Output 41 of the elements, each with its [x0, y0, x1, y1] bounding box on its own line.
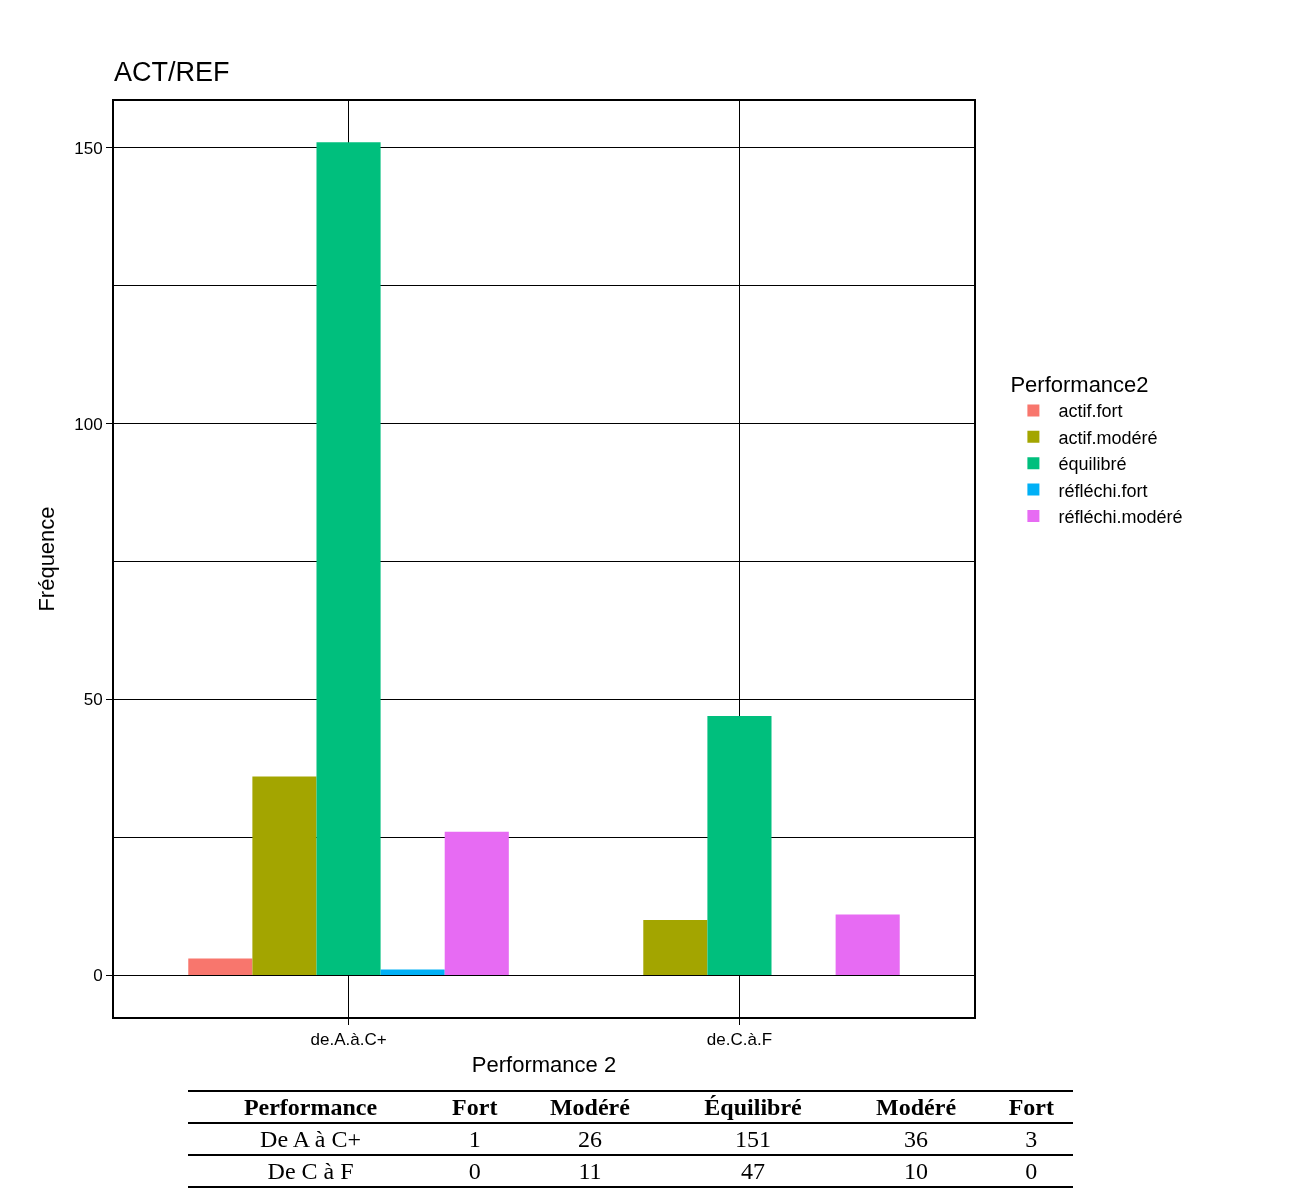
x-tick-label: de.C.à.F [706, 1030, 773, 1050]
text: 0 [467, 1157, 482, 1186]
text: 151 [734, 1125, 773, 1154]
y-tick-label: 100 [74, 414, 103, 434]
text: 3 [1024, 1125, 1039, 1154]
text: Fort [451, 1093, 499, 1122]
legend-title: Performance2 [1010, 372, 1149, 398]
bar [707, 715, 772, 976]
text: 0 [1024, 1157, 1039, 1186]
bar [380, 969, 445, 976]
bar [444, 831, 509, 976]
text: De C à F [266, 1157, 355, 1186]
legend-label: actif.modéré [1058, 427, 1158, 448]
legend-label: réfléchi.modéré [1058, 507, 1183, 527]
legend-label: réfléchi.fort [1058, 480, 1148, 501]
text: 47 [740, 1157, 767, 1186]
bar [835, 914, 900, 976]
text: 1 [467, 1125, 482, 1154]
text: Modéré [875, 1093, 958, 1122]
x-axis-title: Performance 2 [471, 1051, 617, 1077]
text: 36 [903, 1125, 930, 1154]
bar [188, 958, 253, 976]
text: 10 [903, 1157, 930, 1186]
text: Performance [242, 1093, 379, 1122]
y-tick-label: 50 [83, 690, 103, 710]
x-tick-label: de.A.à.C+ [310, 1030, 387, 1050]
y-tick-label: 0 [93, 966, 103, 986]
text: Modéré [548, 1093, 631, 1122]
y-axis-title: Fréquence [33, 506, 59, 612]
chart-title: ACT/REF [114, 57, 230, 88]
legend-label: équilibré [1058, 454, 1127, 475]
text: 11 [577, 1157, 603, 1186]
bar [252, 776, 317, 976]
y-tick-label: 150 [74, 138, 103, 158]
text: Fort [1007, 1093, 1055, 1122]
text: De A à C+ [259, 1125, 362, 1154]
bar [316, 142, 381, 976]
text: Équilibré [703, 1093, 803, 1122]
bar [643, 919, 708, 976]
legend-label: actif.fort [1058, 401, 1123, 422]
text: 26 [576, 1125, 603, 1154]
